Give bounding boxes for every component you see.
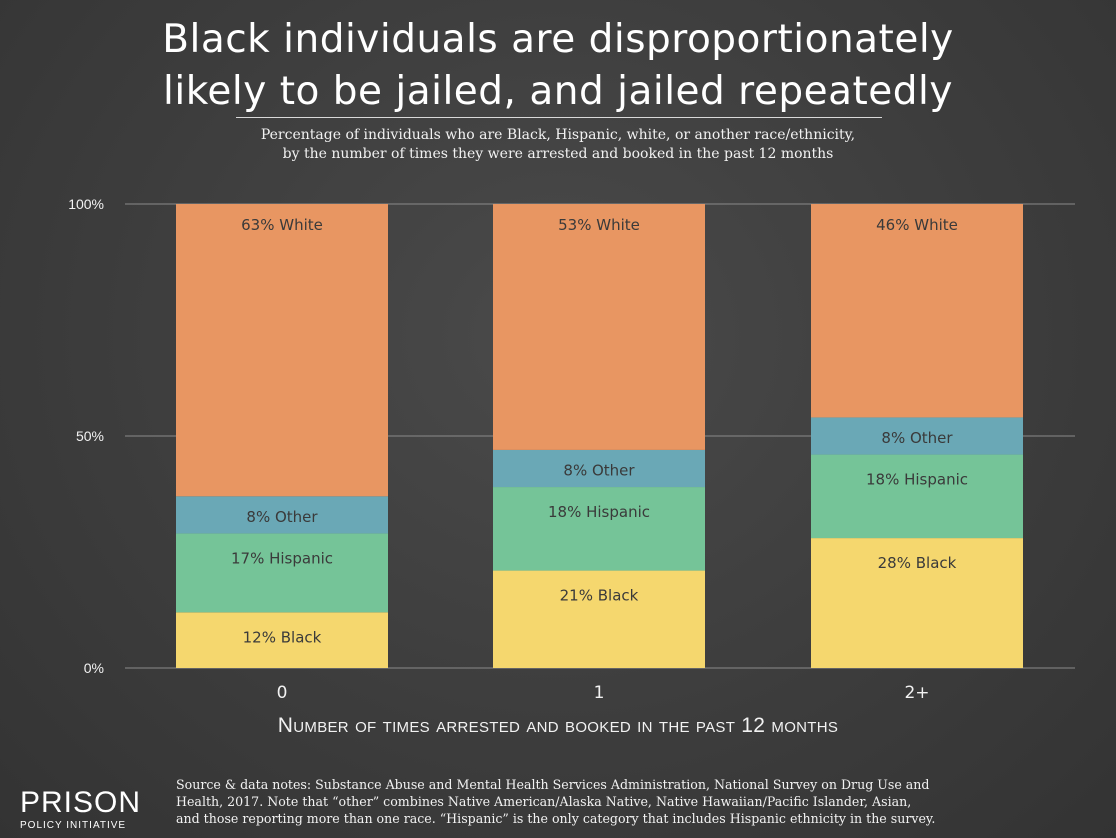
data-label-white-2: 46% White	[876, 216, 958, 234]
bar-segment-other-1	[493, 449, 705, 488]
source-notes: Source & data notes: Substance Abuse and…	[176, 776, 1096, 827]
data-label-hispanic-2: 18% Hispanic	[866, 471, 968, 489]
y-tick-label-100: 100%	[68, 196, 104, 212]
bar-segment-black-1	[493, 570, 705, 668]
bar-segment-white-2	[811, 204, 1023, 418]
y-tick-label-0: 0%	[84, 660, 104, 676]
x-tick-label-2: 2+	[904, 683, 929, 703]
x-axis-label-text: Number of times arrested and booked in t…	[277, 714, 839, 737]
bar-segment-hispanic-2	[811, 454, 1023, 539]
data-label-black-2: 28% Black	[878, 554, 957, 572]
source-line-3: and those reporting more than one race. …	[176, 811, 936, 826]
data-label-other-0: 8% Other	[246, 508, 318, 526]
chart-subtitle-line-1: Percentage of individuals who are Black,…	[260, 127, 856, 143]
logo-main-text: PRISON	[20, 786, 142, 819]
data-label-white-1: 53% White	[558, 216, 640, 234]
data-label-hispanic-1: 18% Hispanic	[548, 503, 650, 521]
chart-title: Black individuals are disproportionately…	[0, 14, 1116, 118]
data-label-hispanic-0: 17% Hispanic	[231, 549, 333, 567]
chart-subtitle-line-2: by the number of times they were arreste…	[282, 146, 834, 162]
logo-sub-text: POLICY INITIATIVE	[20, 820, 127, 831]
data-label-black-1: 21% Black	[560, 587, 639, 605]
chart-title-line-2: likely to be jailed, and jailed repeated…	[163, 69, 953, 114]
data-label-other-1: 8% Other	[563, 461, 635, 479]
source-line-2: Health, 2017. Note that “other” combines…	[176, 794, 912, 809]
bar-segment-hispanic-0	[176, 533, 388, 613]
bar-segment-white-0	[176, 204, 388, 497]
x-tick-label-1: 1	[594, 683, 605, 703]
prison-policy-initiative-logo: PRISON POLICY INITIATIVE	[20, 786, 152, 832]
bar-segment-other-2	[811, 417, 1023, 455]
bar-segment-white-1	[493, 204, 705, 450]
bar-segment-hispanic-1	[493, 487, 705, 571]
bar-segment-black-0	[176, 612, 388, 668]
source-line-1: Source & data notes: Substance Abuse and…	[176, 777, 930, 792]
y-tick-label-50: 50%	[76, 428, 104, 444]
chart-title-line-1: Black individuals are disproportionately	[162, 17, 954, 62]
x-tick-label-0: 0	[277, 683, 288, 703]
data-label-black-0: 12% Black	[243, 628, 322, 646]
chart-subtitle: Percentage of individuals who are Black,…	[0, 126, 1116, 164]
data-label-white-0: 63% White	[241, 216, 323, 234]
bar-segment-black-2	[811, 538, 1023, 668]
bar-segment-other-0	[176, 496, 388, 534]
data-label-other-2: 8% Other	[881, 429, 953, 447]
title-divider	[236, 117, 882, 118]
x-axis-label: Number of times arrested and booked in t…	[0, 714, 1116, 738]
